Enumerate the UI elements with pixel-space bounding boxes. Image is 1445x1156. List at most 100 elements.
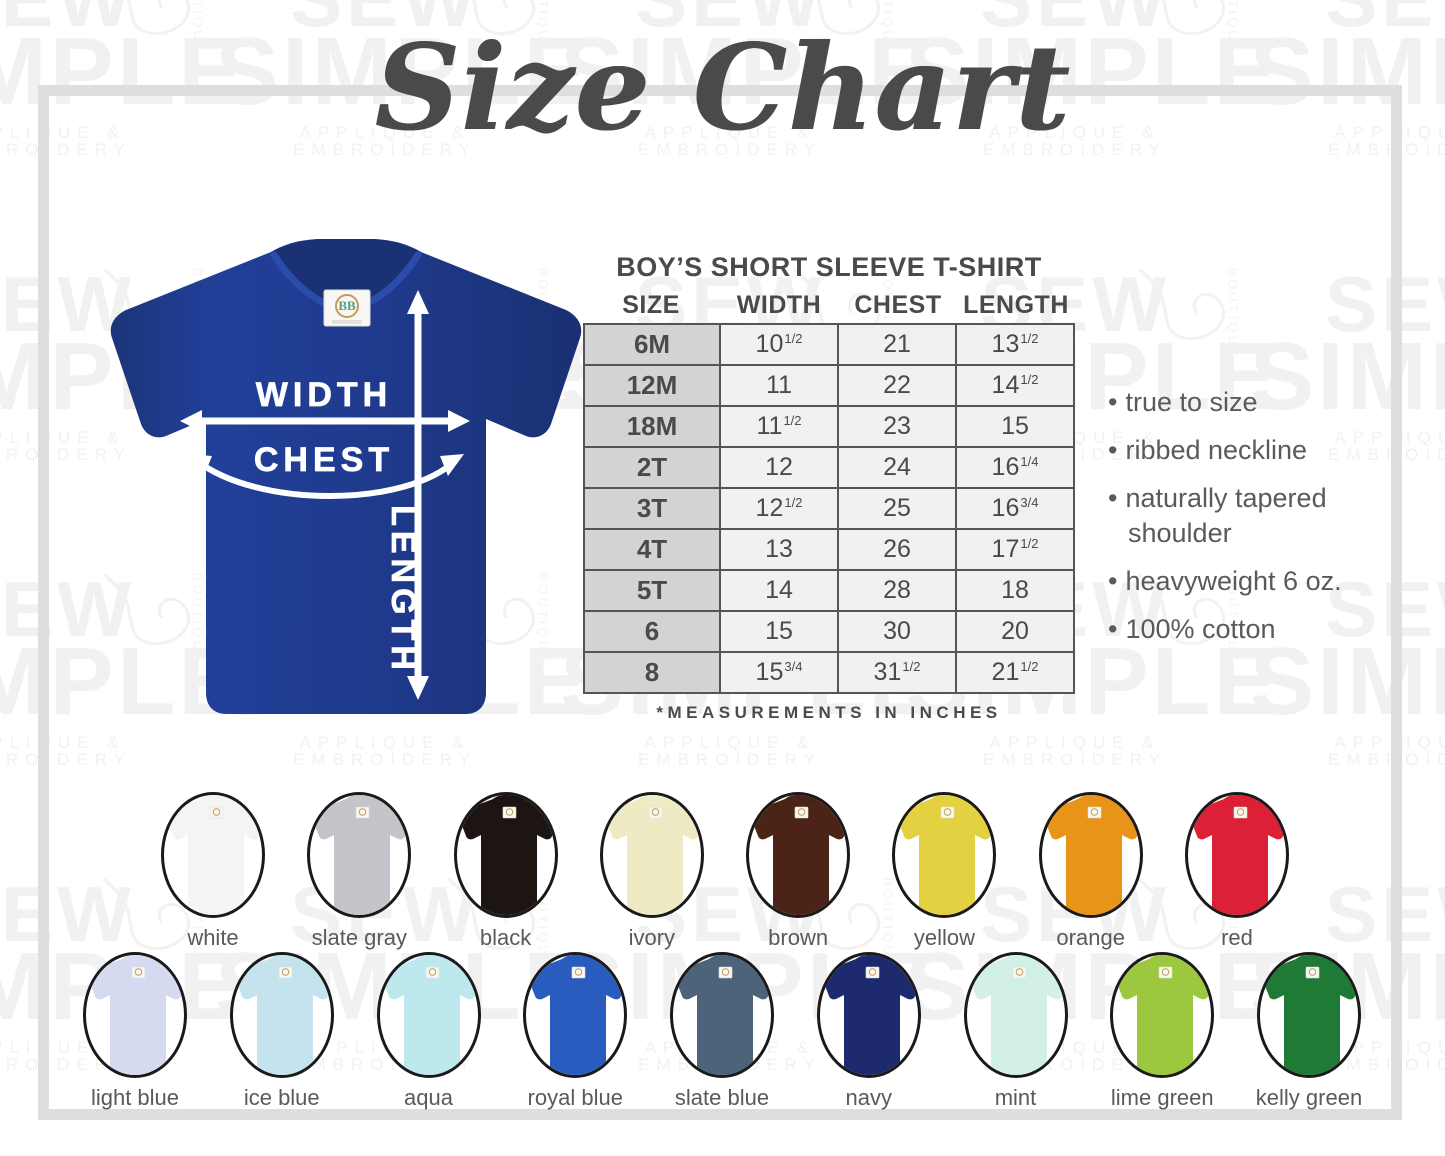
length-label: LENGTH: [384, 505, 422, 675]
color-swatch[interactable]: aqua: [366, 952, 492, 1111]
swatch-shirt-thumbnail[interactable]: [816, 952, 921, 1078]
color-swatch[interactable]: lime green: [1099, 952, 1225, 1111]
shirt-body-shape: [110, 239, 582, 714]
value-whole: 21: [883, 330, 911, 358]
swatch-label: brown: [768, 925, 829, 950]
swatch-shirt-thumbnail[interactable]: [963, 952, 1068, 1078]
swatch-label: white: [187, 925, 239, 950]
swatch-shirt-thumbnail[interactable]: [161, 792, 265, 918]
value-fraction: 3/4: [784, 658, 803, 674]
color-swatch[interactable]: orange: [1028, 792, 1154, 951]
table-row: 6M 101/2 21 131/2: [583, 323, 1075, 366]
cell-size: 2T: [583, 446, 721, 489]
swatch-shirt-thumbnail[interactable]: [746, 792, 851, 918]
value-whole: 12: [755, 494, 784, 522]
swatch-label: royal blue: [527, 1085, 623, 1110]
cell-width: 12: [719, 446, 839, 489]
swatch-label: kelly green: [1255, 1085, 1363, 1110]
value-whole: 10: [755, 330, 784, 358]
table-row: 18M 111/2 23 15: [583, 405, 1075, 448]
swatch-shirt-thumbnail[interactable]: [1257, 952, 1361, 1078]
width-label: WIDTH: [256, 376, 392, 414]
cell-length: 163/4: [955, 487, 1075, 530]
swatch-shirt-thumbnail[interactable]: [1184, 792, 1289, 918]
cell-size: 18M: [583, 405, 721, 448]
swatch-shirt-thumbnail[interactable]: [1110, 952, 1215, 1078]
value-whole: 13: [991, 330, 1020, 358]
value-whole: 24: [883, 453, 911, 481]
value-whole: 15: [755, 658, 784, 686]
cell-width: 15: [719, 610, 839, 653]
cell-length: 131/2: [955, 323, 1075, 366]
size-table-block: BOY’S SHORT SLEEVE T-SHIRT SIZE WIDTH CH…: [583, 252, 1075, 723]
value-fraction: 1/2: [1020, 535, 1039, 551]
cell-size: 5T: [583, 569, 721, 612]
column-header-chest: CHEST: [854, 291, 942, 319]
cell-size: 12M: [583, 364, 721, 407]
feature-item: • ribbed neckline: [1108, 433, 1378, 468]
swatch-label: slate blue: [674, 1085, 770, 1110]
swatch-shirt-thumbnail[interactable]: [599, 792, 704, 918]
color-swatch[interactable]: kelly green: [1246, 952, 1372, 1111]
swatch-shirt-thumbnail[interactable]: [376, 952, 481, 1078]
cell-length: 161/4: [955, 446, 1075, 489]
swatch-shirt-thumbnail[interactable]: [1038, 792, 1143, 918]
value-whole: 28: [883, 576, 911, 604]
swatch-shirt-thumbnail[interactable]: [523, 952, 628, 1078]
cell-width: 13: [719, 528, 839, 571]
color-swatch[interactable]: yellow: [881, 792, 1007, 951]
value-whole: 14: [991, 371, 1020, 399]
measurements-note: *MEASUREMENTS IN INCHES: [656, 703, 1002, 722]
cell-size: 8: [583, 651, 721, 694]
color-swatch[interactable]: slate gray: [296, 792, 422, 951]
swatch-shirt-thumbnail[interactable]: [892, 792, 997, 918]
color-swatch[interactable]: mint: [953, 952, 1079, 1111]
value-whole: 20: [1001, 617, 1029, 645]
value-whole: 22: [883, 371, 911, 399]
feature-item: • naturally tapered shoulder: [1108, 481, 1378, 551]
table-row: 6 15 30 20: [583, 610, 1075, 653]
cell-width: 111/2: [719, 405, 839, 448]
cell-size: 6: [583, 610, 721, 653]
color-swatch[interactable]: ivory: [589, 792, 715, 951]
value-whole: 18: [1001, 576, 1029, 604]
swatch-shirt-thumbnail[interactable]: [307, 792, 412, 918]
color-swatch[interactable]: red: [1174, 792, 1300, 951]
cell-chest: 21: [837, 323, 957, 366]
size-table-title: BOY’S SHORT SLEEVE T-SHIRT: [616, 252, 1042, 282]
cell-size: 3T: [583, 487, 721, 530]
color-swatch[interactable]: white: [150, 792, 276, 951]
swatch-shirt-thumbnail[interactable]: [453, 792, 558, 918]
swatch-shirt-thumbnail[interactable]: [670, 952, 774, 1078]
shirt-collar: [271, 239, 421, 304]
cell-chest: 28: [837, 569, 957, 612]
swatch-label: lime green: [1110, 1085, 1214, 1110]
color-swatch[interactable]: brown: [735, 792, 861, 951]
color-swatch[interactable]: ice blue: [219, 952, 345, 1111]
value-whole: 11: [756, 412, 783, 440]
cell-chest: 30: [837, 610, 957, 653]
feature-label: heavyweight 6 oz.: [1125, 566, 1342, 597]
value-fraction: 1/2: [783, 412, 802, 428]
chest-dimension: [188, 454, 464, 499]
color-swatch[interactable]: royal blue: [512, 952, 638, 1111]
swatch-label: light blue: [90, 1085, 180, 1110]
page-title: Size Chart: [374, 18, 1071, 157]
value-whole: 15: [765, 617, 793, 645]
swatch-label: red: [1221, 925, 1253, 950]
swatch-shirt-thumbnail[interactable]: [83, 952, 187, 1078]
feature-label: true to size: [1125, 387, 1258, 417]
column-header-width: WIDTH: [736, 291, 822, 319]
color-swatch[interactable]: slate blue: [659, 952, 785, 1111]
color-swatch[interactable]: black: [443, 792, 569, 951]
color-swatch[interactable]: light blue: [72, 952, 198, 1111]
swatch-shirt-thumbnail[interactable]: [229, 952, 334, 1078]
value-fraction: 1/2: [1020, 330, 1039, 346]
bullet-icon: •: [1108, 435, 1118, 466]
size-table: 6M 101/2 21 131/2 12M 11 22 141/2 18M 111/2 23 15 2T…: [583, 323, 1075, 694]
cell-width: 101/2: [719, 323, 839, 366]
cell-length: 211/2: [955, 651, 1075, 694]
color-swatch[interactable]: navy: [806, 952, 932, 1111]
value-whole: 14: [765, 576, 793, 604]
